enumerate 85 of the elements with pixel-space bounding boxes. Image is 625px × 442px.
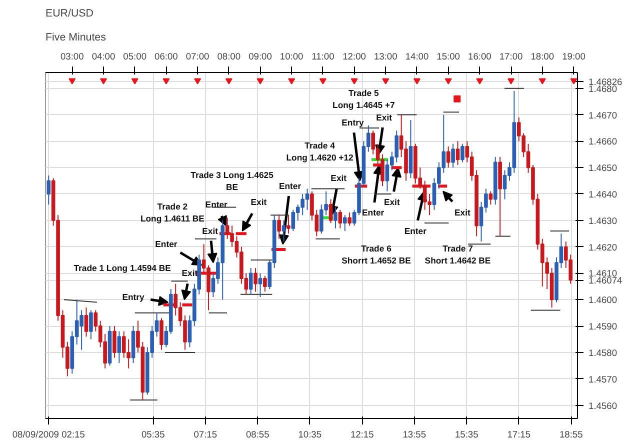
x-tick-label: 08/09/2009 02:15	[12, 430, 85, 440]
x2-tick-label: 10:00	[280, 52, 304, 62]
annotation: Entry	[122, 292, 145, 302]
y-tick-label: 1.4590	[588, 322, 618, 332]
annotation: Exit	[384, 196, 400, 207]
candlestick	[263, 275, 267, 292]
annotation: Entry	[342, 118, 364, 128]
y-tick-label: 1.4560	[588, 400, 618, 411]
y-tick-label: 1.4600	[588, 295, 618, 306]
candlestick	[46, 175, 51, 206]
annotation: Exit	[376, 112, 392, 122]
candlestick	[254, 267, 258, 292]
x-tick-label: 15:35	[454, 430, 478, 440]
x2-tick-label: 03:00	[60, 52, 84, 62]
chart-title: EUR/USD	[46, 8, 94, 20]
candlestick	[248, 267, 253, 295]
candlestick	[488, 190, 493, 206]
annotation: Exit	[250, 196, 267, 207]
candlestick	[84, 307, 88, 338]
candlestick	[456, 140, 460, 166]
x-tick-label: 08:55	[246, 430, 270, 440]
annotation: Trade 2 Long 1.4611 BE	[140, 201, 205, 224]
candlestick	[446, 146, 450, 168]
annotation: Trade 1 Long 1.4594 BE	[74, 262, 172, 273]
annotation: Exit	[454, 207, 471, 218]
y-tick-label: 1.4640	[588, 189, 618, 200]
annotation: Enter	[205, 200, 228, 210]
candlestick	[348, 212, 352, 226]
candlestick	[160, 318, 164, 350]
annotation: Exit	[330, 173, 347, 184]
x2-tick-label: 19:00	[562, 52, 586, 62]
annotation: Trade 7 Short 1.4642 BE	[424, 244, 491, 266]
y-tick-label: 1.4620	[588, 242, 618, 252]
candlestick	[328, 198, 333, 224]
candlestick	[338, 209, 342, 229]
x2-tick-label: 14:00	[405, 52, 429, 62]
x-tick-label: 07:15	[194, 430, 218, 440]
annotation: Trade 6 Shorrt 1.4652 BE	[342, 244, 412, 266]
candlestick	[451, 143, 455, 168]
annotation: Exit	[182, 268, 198, 278]
candlestick	[258, 272, 262, 298]
x-tick-label: 10:35	[298, 430, 322, 440]
x-tick-label: 12:15	[350, 430, 374, 440]
x2-tick-label: 06:00	[154, 52, 178, 62]
x-tick-label: 17:15	[507, 430, 531, 440]
annotation: Trade 3 Long 1.4625 BE	[190, 170, 274, 192]
x2-tick-label: 05:00	[123, 52, 147, 62]
x-tick-label: 13:55	[402, 430, 426, 440]
y-tick-label: 1.4670	[588, 110, 618, 120]
x-tick-label: 05:35	[141, 430, 165, 440]
x2-tick-label: 18:00	[530, 52, 554, 62]
chart-subtitle: Five Minutes	[46, 32, 106, 44]
x-tick-label: 18:55	[559, 430, 583, 440]
x2-tick-label: 13:00	[374, 52, 398, 62]
x2-tick-label: 15:00	[436, 52, 460, 62]
y-tick-label: 1.4660	[588, 136, 618, 147]
annotation: Trade 4 Long 1.4620 +12	[286, 140, 354, 163]
candlestick	[117, 330, 122, 364]
annotation: Enter	[404, 226, 428, 236]
y-tick-label: 1.4570	[588, 374, 618, 384]
x2-tick-label: 07:00	[186, 52, 210, 62]
candlestick	[89, 310, 93, 340]
candlestick	[277, 214, 281, 240]
x2-tick-label: 12:00	[342, 52, 366, 62]
candlestick	[286, 214, 290, 234]
annotation: Enter	[155, 239, 178, 250]
candlestick	[112, 326, 116, 358]
annotation: Enter	[278, 181, 302, 192]
candlestick	[282, 220, 286, 242]
y-tick-label: 1.4650	[588, 163, 618, 174]
candlestick	[460, 143, 464, 163]
x2-tick-label: 17:00	[499, 52, 523, 62]
x2-tick-label: 11:00	[312, 52, 334, 62]
y-tick-label: 1.4630	[588, 216, 618, 226]
candlestick	[334, 206, 338, 229]
annotation: Enter	[362, 207, 385, 218]
annotation: Trade 5 Long 1.4645 +7	[332, 88, 396, 110]
annotation: Exit	[202, 226, 218, 236]
y-tick-label: 1.46074	[588, 276, 622, 286]
x2-tick-label: 04:00	[92, 52, 116, 62]
x2-tick-label: 08:00	[217, 52, 241, 62]
y-tick-label: 1.4580	[588, 348, 618, 358]
candlestick	[342, 214, 347, 232]
x2-tick-label: 09:00	[248, 52, 272, 62]
x2-tick-label: 16:00	[468, 52, 492, 62]
